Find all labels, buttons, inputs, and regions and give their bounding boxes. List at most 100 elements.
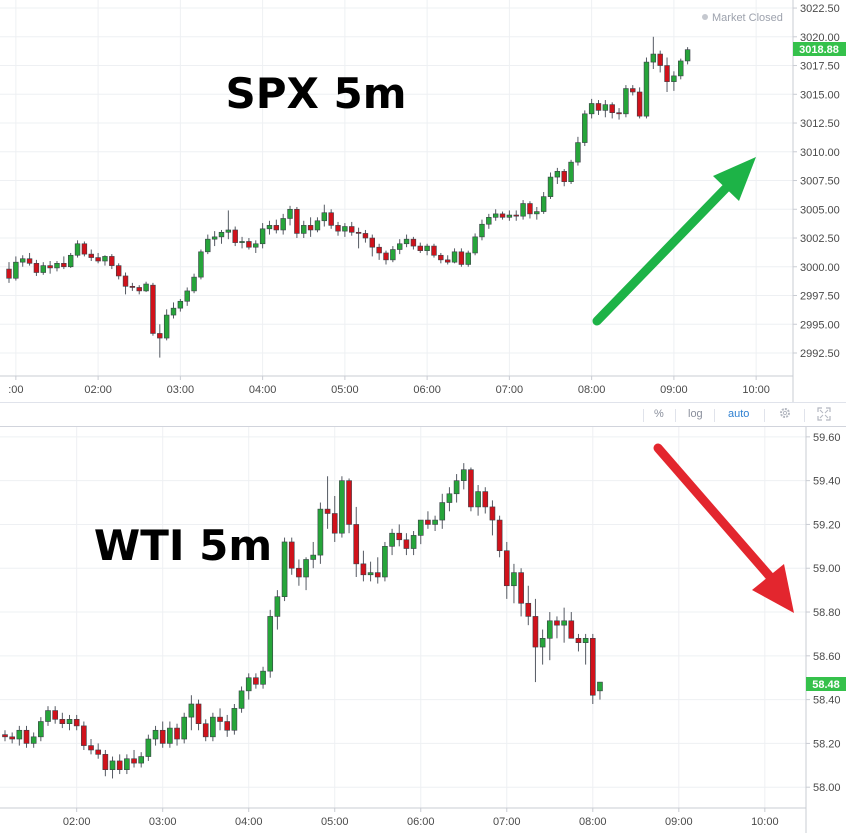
candle — [6, 262, 12, 283]
candle-body — [280, 218, 286, 231]
candle-body — [224, 721, 231, 731]
candle-body — [2, 734, 8, 738]
candle — [129, 282, 136, 291]
price-tick-label: 3010.00 — [800, 147, 840, 159]
candle — [595, 100, 602, 115]
candle-body — [353, 524, 360, 565]
candle — [643, 57, 650, 119]
time-tick-label: 09:00 — [660, 384, 688, 396]
candle — [534, 206, 540, 220]
candle — [397, 239, 403, 255]
candle-body — [475, 491, 481, 508]
candle — [331, 495, 338, 542]
price-tick-label: 59.40 — [813, 476, 841, 488]
spx-chart[interactable]: 3022.50 3020.00 3017.50 3015.00 3012.50 3010.… — [0, 0, 846, 402]
candle-body — [59, 719, 66, 724]
spx-time-axis[interactable]: :00 02:00 03:00 04:00 05:00 06:00 07:00 08:00 09… — [8, 376, 770, 396]
candle-body — [23, 729, 30, 744]
candle — [38, 717, 44, 742]
candle-body — [546, 620, 553, 639]
time-tick-label: 08:00 — [579, 816, 607, 828]
candle — [232, 226, 238, 247]
candle — [342, 223, 348, 237]
wti-price-axis[interactable]: 59.60 59.40 59.20 59.00 58.80 58.60 58.40 58.20… — [806, 432, 841, 794]
percent-scale-button[interactable]: % — [654, 408, 664, 420]
candle-body — [81, 725, 87, 746]
status-dot-icon — [702, 14, 708, 20]
candle-body — [513, 214, 519, 217]
wti-chart-pane[interactable]: 59.60 59.40 59.20 59.00 58.80 58.60 58.40 58.20… — [0, 427, 846, 833]
candle — [671, 71, 677, 91]
log-scale-button[interactable]: log — [688, 408, 703, 420]
toolbar-separator — [804, 409, 805, 422]
spx-price-axis[interactable]: 3022.50 3020.00 3017.50 3015.00 3012.50 3010.… — [793, 3, 840, 360]
price-tick-label: 58.00 — [813, 782, 841, 794]
spx-chart-pane[interactable]: 3022.50 3020.00 3017.50 3015.00 3012.50 3010.… — [0, 0, 846, 402]
price-tick-label: 3005.00 — [800, 204, 840, 216]
candle-body — [246, 241, 252, 248]
candle — [287, 205, 293, 226]
candle — [184, 287, 190, 306]
candle — [2, 730, 8, 742]
candle-body — [534, 211, 540, 215]
fullscreen-button[interactable] — [817, 407, 831, 424]
settings-button[interactable] — [778, 406, 792, 423]
candle-body — [253, 677, 259, 685]
candle-body — [167, 727, 173, 744]
candle — [95, 252, 101, 264]
candle — [102, 749, 109, 777]
candle — [482, 487, 489, 514]
candle — [390, 246, 396, 263]
candle — [532, 598, 539, 683]
candle — [33, 259, 40, 276]
candle — [152, 725, 159, 746]
candle-body — [30, 736, 37, 744]
candle-body — [602, 104, 609, 111]
price-tick-label: 58.40 — [813, 695, 841, 707]
candle — [218, 229, 225, 244]
wti-chart[interactable]: 59.60 59.40 59.20 59.00 58.80 58.60 58.40 58.20… — [0, 427, 846, 833]
candle — [453, 474, 460, 503]
candle — [410, 531, 417, 556]
candle — [66, 714, 73, 731]
candle-body — [561, 171, 567, 182]
candle — [489, 500, 496, 536]
candle-body — [499, 213, 506, 218]
wti-grid — [0, 427, 806, 808]
candle — [45, 706, 51, 726]
candle-body — [630, 88, 636, 93]
time-tick-label: 05:00 — [331, 384, 359, 396]
candle — [425, 511, 431, 529]
candle — [167, 721, 173, 748]
candle — [159, 721, 166, 748]
candle — [383, 250, 389, 265]
candle-body — [321, 212, 328, 222]
candle — [52, 706, 58, 724]
candle-body — [232, 229, 238, 243]
candle-body — [245, 677, 252, 692]
candle — [518, 568, 524, 617]
toolbar-separator — [675, 409, 676, 422]
candle — [174, 723, 180, 746]
candle-body — [174, 727, 180, 740]
candle — [102, 255, 108, 266]
candle — [145, 734, 152, 761]
candle-body — [582, 113, 588, 143]
candle-body — [492, 213, 499, 218]
candle — [339, 476, 345, 538]
time-tick-label: 10:00 — [751, 816, 779, 828]
candle-body — [389, 532, 395, 547]
candle-body — [532, 616, 539, 648]
candle — [296, 559, 302, 586]
spx-last-price: 3018.88 — [799, 44, 839, 56]
wti-chart-title: WTI 5m — [94, 521, 272, 570]
price-tick-label: 2992.50 — [800, 348, 840, 360]
candle-body — [294, 208, 300, 234]
wti-time-axis[interactable]: 02:00 03:00 04:00 05:00 06:00 07:00 08:00 09:00… — [63, 808, 779, 828]
candle — [335, 221, 341, 236]
candle — [224, 714, 231, 737]
auto-scale-button[interactable]: auto — [728, 408, 750, 420]
candle-body — [145, 738, 152, 757]
candle — [40, 262, 46, 275]
